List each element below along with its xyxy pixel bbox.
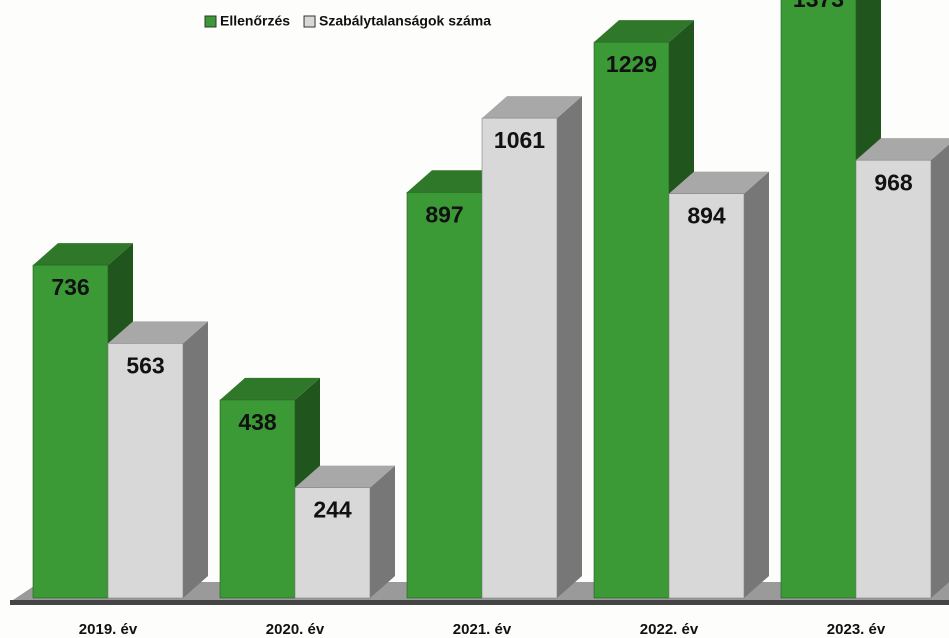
- data-label: 736: [51, 274, 89, 300]
- bar-top: [594, 20, 694, 43]
- bar-top: [669, 171, 769, 194]
- bar-top: [33, 243, 133, 266]
- legend-swatch: [303, 15, 316, 28]
- bar-side: [370, 465, 395, 598]
- bar-side: [931, 144, 949, 598]
- legend-swatch: [204, 15, 217, 28]
- bar: [780, 0, 857, 599]
- bar-top: [108, 321, 208, 344]
- bar-side: [744, 171, 769, 599]
- legend-label: Szabálytalanságok száma: [319, 13, 491, 29]
- data-label: 563: [126, 352, 164, 378]
- bar: [219, 399, 296, 599]
- legend-label: Ellenőrzés: [220, 13, 290, 29]
- data-label: 897: [425, 201, 463, 227]
- bar: [593, 41, 670, 599]
- bar-top: [220, 377, 320, 400]
- bar: [32, 264, 109, 599]
- bar: [107, 343, 184, 599]
- x-tick-label: 2022. év: [640, 621, 699, 638]
- bar-side: [557, 96, 582, 598]
- data-label: 968: [874, 169, 913, 195]
- bar-top: [856, 138, 949, 161]
- data-label: 438: [238, 409, 277, 435]
- bar: [294, 487, 371, 599]
- bar: [668, 193, 745, 599]
- x-tick-label: 2019. év: [79, 621, 138, 638]
- bar: [406, 191, 483, 599]
- x-tick-label: 2021. év: [453, 621, 512, 638]
- bar-top: [482, 96, 582, 119]
- data-label: 1229: [606, 51, 657, 77]
- x-tick-label: 2020. év: [266, 621, 325, 638]
- data-label: 1061: [494, 127, 545, 153]
- data-label: 894: [687, 203, 726, 229]
- data-label: 244: [313, 497, 352, 523]
- data-label: 1373: [793, 0, 844, 12]
- x-tick-label: 2023. év: [827, 621, 886, 638]
- bar: [481, 117, 558, 599]
- bar-top: [295, 465, 395, 488]
- floor-edge: [10, 600, 949, 605]
- bar-side: [183, 321, 208, 598]
- bar: [855, 159, 932, 599]
